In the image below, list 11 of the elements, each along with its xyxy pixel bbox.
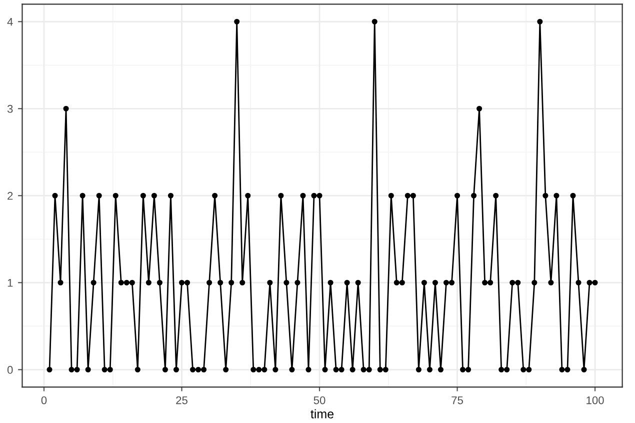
x-tick-label: 25 [176,396,188,404]
x-tick-label: 100 [586,396,604,404]
y-tick-label: 1 [8,279,13,287]
x-tick-label: 0 [41,396,47,404]
y-tick-label: 0 [7,366,13,374]
x-axis-title: time [310,409,334,418]
x-tick-label: 50 [314,396,326,404]
y-tick-label: 2 [8,192,13,200]
y-tick-label: 3 [7,104,13,113]
x-tick-label: 75 [452,396,463,404]
y-tick-label: 4 [7,18,13,26]
